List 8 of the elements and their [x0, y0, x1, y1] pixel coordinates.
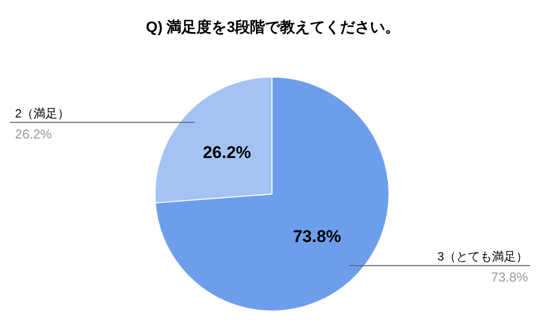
- data-label: 26.2%: [202, 143, 252, 162]
- slice-label: 3（とても満足）: [437, 250, 528, 264]
- slice-label: 2（満足）: [15, 106, 70, 120]
- chart-title: Q) 満足度を3段階で教えてください。: [146, 18, 400, 36]
- pie-slice: [154, 76, 390, 312]
- text: 73.8%: [491, 270, 528, 285]
- data-label: 73.8%: [292, 226, 342, 246]
- text: 26.2%: [15, 126, 52, 142]
